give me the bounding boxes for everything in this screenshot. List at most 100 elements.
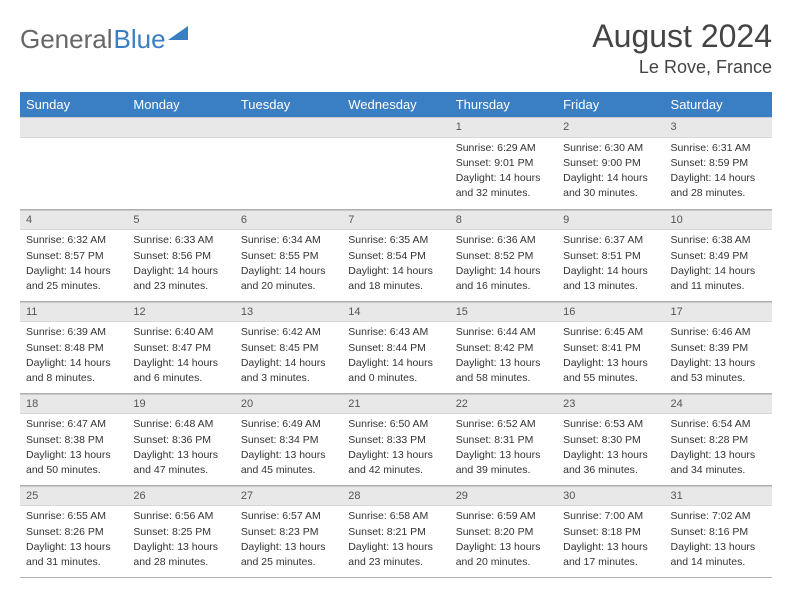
daylight-text-1: Daylight: 13 hours xyxy=(241,448,336,462)
day-number: 27 xyxy=(235,486,342,507)
sunset-text: Sunset: 8:28 PM xyxy=(671,433,766,447)
sunset-text: Sunset: 8:33 PM xyxy=(348,433,443,447)
day-number: 6 xyxy=(235,210,342,231)
sunrise-text: Sunrise: 6:50 AM xyxy=(348,417,443,431)
calendar-week-row: 18Sunrise: 6:47 AMSunset: 8:38 PMDayligh… xyxy=(20,393,772,485)
sunset-text: Sunset: 8:39 PM xyxy=(671,341,766,355)
sunset-text: Sunset: 8:23 PM xyxy=(241,525,336,539)
sunset-text: Sunset: 8:21 PM xyxy=(348,525,443,539)
day-body: Sunrise: 7:02 AMSunset: 8:16 PMDaylight:… xyxy=(665,506,772,574)
day-number: 14 xyxy=(342,302,449,323)
day-body: Sunrise: 6:53 AMSunset: 8:30 PMDaylight:… xyxy=(557,414,664,482)
daylight-text-1: Daylight: 14 hours xyxy=(671,171,766,185)
sunrise-text: Sunrise: 6:30 AM xyxy=(563,141,658,155)
weekday-header: Tuesday xyxy=(235,92,342,117)
day-number: 13 xyxy=(235,302,342,323)
calendar-day-cell: 24Sunrise: 6:54 AMSunset: 8:28 PMDayligh… xyxy=(665,393,772,485)
daylight-text-2: and 36 minutes. xyxy=(563,463,658,477)
sunrise-text: Sunrise: 6:29 AM xyxy=(456,141,551,155)
day-number: 31 xyxy=(665,486,772,507)
daylight-text-1: Daylight: 13 hours xyxy=(456,540,551,554)
location-subtitle: Le Rove, France xyxy=(592,57,772,78)
daylight-text-2: and 25 minutes. xyxy=(26,279,121,293)
sunrise-text: Sunrise: 6:52 AM xyxy=(456,417,551,431)
calendar-day-cell: 7Sunrise: 6:35 AMSunset: 8:54 PMDaylight… xyxy=(342,209,449,301)
day-number: 8 xyxy=(450,210,557,231)
day-body: Sunrise: 6:59 AM Sunset: 8:20 PMDaylight:… xyxy=(450,506,557,574)
day-number: 12 xyxy=(127,302,234,323)
day-body: Sunrise: 7:00 AMSunset: 8:18 PMDaylight:… xyxy=(557,506,664,574)
sunset-text: Sunset: 8:56 PM xyxy=(133,249,228,263)
sunset-text: Sunset: 9:01 PM xyxy=(456,156,551,170)
weekday-header: Monday xyxy=(127,92,234,117)
sunset-text: Sunset: 8:38 PM xyxy=(26,433,121,447)
day-body: Sunrise: 6:33 AMSunset: 8:56 PMDaylight:… xyxy=(127,230,234,298)
daylight-text-2: and 13 minutes. xyxy=(563,279,658,293)
sunset-text: Sunset: 8:49 PM xyxy=(671,249,766,263)
day-number: 28 xyxy=(342,486,449,507)
day-number: 20 xyxy=(235,394,342,415)
day-body: Sunrise: 6:39 AMSunset: 8:48 PMDaylight:… xyxy=(20,322,127,390)
calendar-week-row: 1Sunrise: 6:29 AMSunset: 9:01 PMDaylight… xyxy=(20,117,772,209)
calendar-day-cell: 16Sunrise: 6:45 AMSunset: 8:41 PMDayligh… xyxy=(557,301,664,393)
daylight-text-1: Daylight: 13 hours xyxy=(133,540,228,554)
calendar-day-cell: 8Sunrise: 6:36 AMSunset: 8:52 PMDaylight… xyxy=(450,209,557,301)
calendar-day-cell: 19Sunrise: 6:48 AMSunset: 8:36 PMDayligh… xyxy=(127,393,234,485)
calendar-day-cell xyxy=(342,117,449,209)
calendar-day-cell: 9Sunrise: 6:37 AMSunset: 8:51 PMDaylight… xyxy=(557,209,664,301)
daylight-text-2: and 34 minutes. xyxy=(671,463,766,477)
calendar-day-cell xyxy=(127,117,234,209)
day-body-empty xyxy=(20,138,127,198)
day-number: 24 xyxy=(665,394,772,415)
daylight-text-2: and 6 minutes. xyxy=(133,371,228,385)
day-body: Sunrise: 6:54 AMSunset: 8:28 PMDaylight:… xyxy=(665,414,772,482)
sunset-text: Sunset: 8:45 PM xyxy=(241,341,336,355)
day-body: Sunrise: 6:50 AMSunset: 8:33 PMDaylight:… xyxy=(342,414,449,482)
calendar-day-cell: 10Sunrise: 6:38 AMSunset: 8:49 PMDayligh… xyxy=(665,209,772,301)
day-number-empty xyxy=(342,117,449,138)
daylight-text-2: and 32 minutes. xyxy=(456,186,551,200)
logo-icon xyxy=(168,24,188,45)
sunrise-text: Sunrise: 6:40 AM xyxy=(133,325,228,339)
daylight-text-2: and 11 minutes. xyxy=(671,279,766,293)
daylight-text-2: and 20 minutes. xyxy=(456,555,551,569)
day-body: Sunrise: 6:30 AMSunset: 9:00 PMDaylight:… xyxy=(557,138,664,206)
day-body: Sunrise: 6:35 AMSunset: 8:54 PMDaylight:… xyxy=(342,230,449,298)
daylight-text-2: and 28 minutes. xyxy=(671,186,766,200)
daylight-text-2: and 20 minutes. xyxy=(241,279,336,293)
sunset-text: Sunset: 8:20 PM xyxy=(456,525,551,539)
sunrise-text: Sunrise: 6:42 AM xyxy=(241,325,336,339)
day-number: 18 xyxy=(20,394,127,415)
day-body: Sunrise: 6:52 AMSunset: 8:31 PMDaylight:… xyxy=(450,414,557,482)
calendar-week-row: 4Sunrise: 6:32 AMSunset: 8:57 PMDaylight… xyxy=(20,209,772,301)
calendar-day-cell: 6Sunrise: 6:34 AMSunset: 8:55 PMDaylight… xyxy=(235,209,342,301)
logo-text-1: General xyxy=(20,24,113,55)
day-body-empty xyxy=(235,138,342,198)
weekday-header: Friday xyxy=(557,92,664,117)
day-body: Sunrise: 6:32 AMSunset: 8:57 PMDaylight:… xyxy=(20,230,127,298)
sunset-text: Sunset: 8:16 PM xyxy=(671,525,766,539)
calendar-day-cell: 25Sunrise: 6:55 AMSunset: 8:26 PMDayligh… xyxy=(20,485,127,577)
day-number-empty xyxy=(20,117,127,138)
day-body-empty xyxy=(127,138,234,198)
calendar-day-cell: 15Sunrise: 6:44 AMSunset: 8:42 PMDayligh… xyxy=(450,301,557,393)
daylight-text-2: and 42 minutes. xyxy=(348,463,443,477)
weekday-header: Thursday xyxy=(450,92,557,117)
daylight-text-1: Daylight: 14 hours xyxy=(348,356,443,370)
calendar-day-cell: 4Sunrise: 6:32 AMSunset: 8:57 PMDaylight… xyxy=(20,209,127,301)
sunrise-text: Sunrise: 6:59 AM xyxy=(456,509,551,523)
day-body: Sunrise: 6:55 AMSunset: 8:26 PMDaylight:… xyxy=(20,506,127,574)
daylight-text-1: Daylight: 13 hours xyxy=(348,540,443,554)
day-body: Sunrise: 6:48 AMSunset: 8:36 PMDaylight:… xyxy=(127,414,234,482)
sunrise-text: Sunrise: 6:53 AM xyxy=(563,417,658,431)
day-body: Sunrise: 6:43 AMSunset: 8:44 PMDaylight:… xyxy=(342,322,449,390)
daylight-text-1: Daylight: 14 hours xyxy=(26,356,121,370)
sunset-text: Sunset: 8:26 PM xyxy=(26,525,121,539)
daylight-text-2: and 47 minutes. xyxy=(133,463,228,477)
calendar-day-cell: 14Sunrise: 6:43 AMSunset: 8:44 PMDayligh… xyxy=(342,301,449,393)
calendar-day-cell: 21Sunrise: 6:50 AMSunset: 8:33 PMDayligh… xyxy=(342,393,449,485)
sunrise-text: Sunrise: 6:31 AM xyxy=(671,141,766,155)
calendar-week-row: 11Sunrise: 6:39 AMSunset: 8:48 PMDayligh… xyxy=(20,301,772,393)
calendar-day-cell: 22Sunrise: 6:52 AMSunset: 8:31 PMDayligh… xyxy=(450,393,557,485)
day-number: 17 xyxy=(665,302,772,323)
